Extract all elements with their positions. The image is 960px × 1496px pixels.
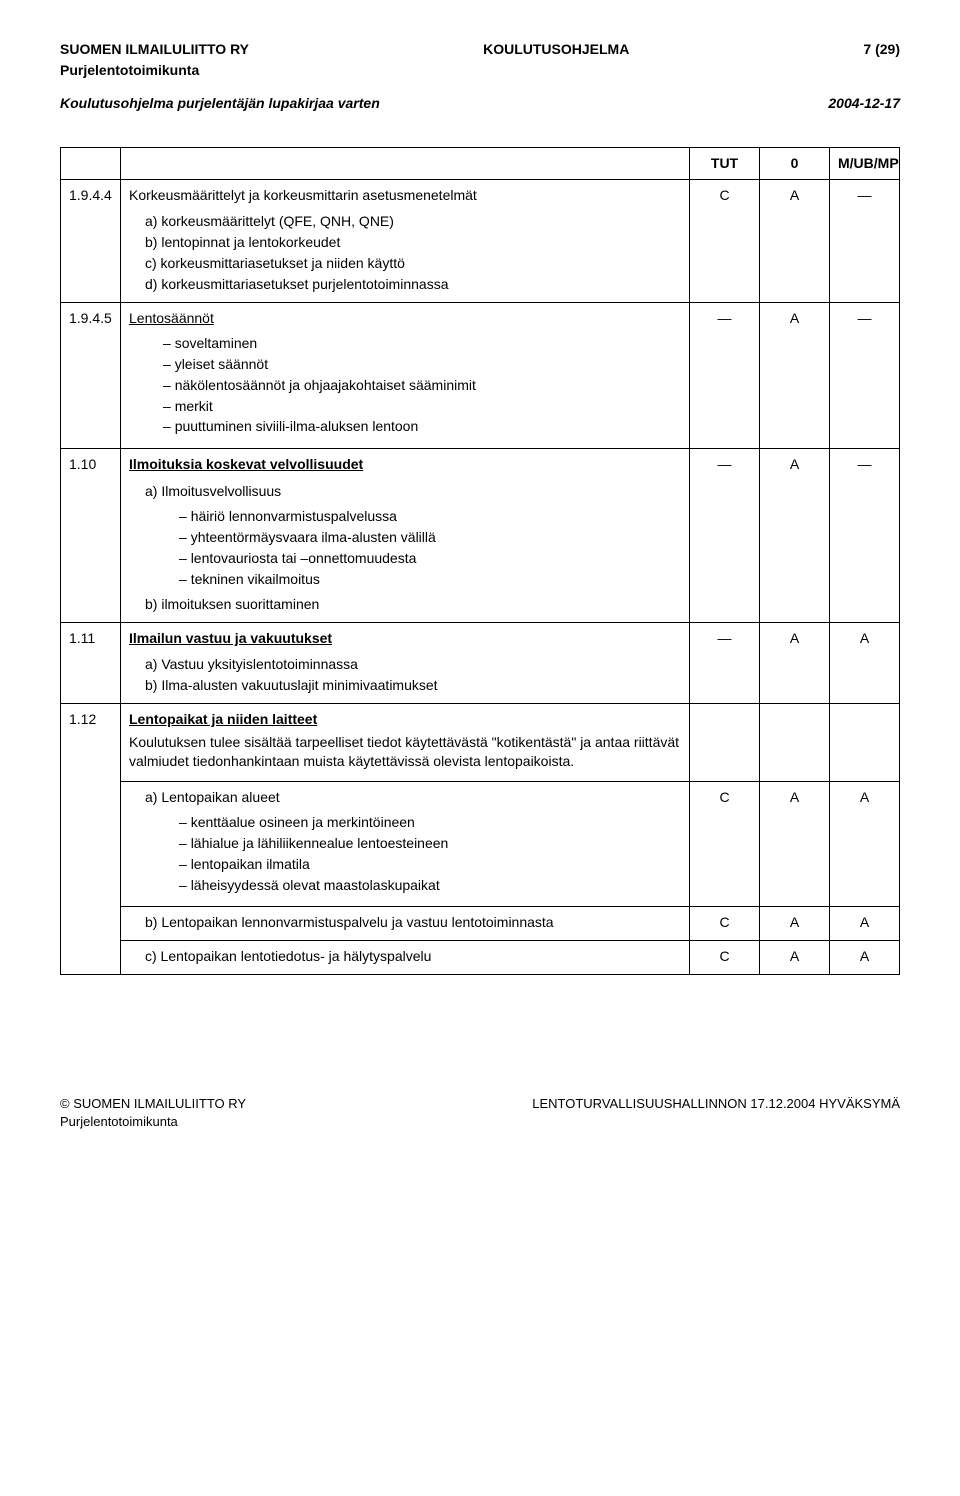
table-row: 1.9.4.5 Lentosäännöt soveltaminen yleise…	[61, 303, 900, 449]
bullet-item: soveltaminen	[163, 334, 681, 353]
bullet-list: kenttäalue osineen ja merkintöineen lähi…	[129, 813, 681, 895]
bullet-item: merkit	[163, 397, 681, 416]
cell-tut: —	[690, 303, 760, 449]
bullet-list: häiriö lennonvarmistuspalvelussa yhteent…	[129, 507, 681, 589]
row-title: Ilmailun vastuu ja vakuutukset	[129, 629, 681, 648]
cell-mubmp: A	[830, 622, 900, 704]
bullet-item: puuttuminen siviili-ilma-aluksen lentoon	[163, 417, 681, 436]
row-title: Lentosäännöt	[129, 309, 681, 328]
page-footer: © SUOMEN ILMAILULIITTO RY Purjelentotoim…	[60, 1095, 900, 1130]
row-num: 1.10	[61, 449, 121, 622]
page-ref: 7 (29)	[863, 40, 900, 59]
table-row: c) Lentopaikan lentotiedotus- ja hälytys…	[61, 941, 900, 975]
row-title: Lentopaikat ja niiden laitteet	[129, 710, 681, 729]
bullet-list: soveltaminen yleiset säännöt näkölentosä…	[129, 334, 681, 436]
cell-zero: A	[760, 941, 830, 975]
sub-a: a) korkeusmäärittelyt (QFE, QNH, QNE)	[145, 212, 681, 231]
cell-tut: —	[690, 449, 760, 622]
cell-zero: A	[760, 907, 830, 941]
cell-zero: A	[760, 303, 830, 449]
sub-c: c) Lentopaikan lentotiedotus- ja hälytys…	[145, 947, 681, 966]
row-num: 1.9.4.5	[61, 303, 121, 449]
cell-mubmp: —	[830, 449, 900, 622]
row-title: Ilmoituksia koskevat velvollisuudet	[129, 455, 681, 474]
bullet-item: häiriö lennonvarmistuspalvelussa	[179, 507, 681, 526]
table-row: a) Lentopaikan alueet kenttäalue osineen…	[61, 781, 900, 906]
bullet-item: lentovauriosta tai –onnettomuudesta	[179, 549, 681, 568]
row-num: 1.12	[61, 704, 121, 975]
row-paragraph: Koulutuksen tulee sisältää tarpeelliset …	[129, 733, 681, 771]
doc-date: 2004-12-17	[828, 94, 900, 113]
col-mubmp: M/UB/MP	[830, 147, 900, 179]
bullet-item: tekninen vikailmoitus	[179, 570, 681, 589]
footer-left-1: © SUOMEN ILMAILULIITTO RY	[60, 1095, 246, 1113]
table-row: b) Lentopaikan lennonvarmistuspalvelu ja…	[61, 907, 900, 941]
header-row: SUOMEN ILMAILULIITTO RY KOULUTUSOHJELMA …	[60, 40, 900, 59]
row-num: 1.11	[61, 622, 121, 704]
title-line: Koulutusohjelma purjelentäjän lupakirjaa…	[60, 94, 900, 113]
sub-b: b) lentopinnat ja lentokorkeudet	[145, 233, 681, 252]
cell-tut: —	[690, 622, 760, 704]
cell-zero: A	[760, 781, 830, 906]
bullet-item: näkölentosäännöt ja ohjaajakohtaiset sää…	[163, 376, 681, 395]
sub-b: b) ilmoituksen suorittaminen	[145, 595, 681, 614]
curriculum-table: TUT 0 M/UB/MP 1.9.4.4 Korkeusmäärittelyt…	[60, 147, 900, 976]
sub-a: a) Ilmoitusvelvollisuus	[145, 482, 681, 501]
table-header-row: TUT 0 M/UB/MP	[61, 147, 900, 179]
row-num: 1.9.4.4	[61, 179, 121, 302]
bullet-item: yhteentörmäysvaara ilma-alusten välillä	[179, 528, 681, 547]
sub-a: a) Lentopaikan alueet	[145, 788, 681, 807]
cell-mubmp: A	[830, 781, 900, 906]
bullet-item: kenttäalue osineen ja merkintöineen	[179, 813, 681, 832]
cell-tut: C	[690, 179, 760, 302]
cell-tut: C	[690, 907, 760, 941]
cell-mubmp: A	[830, 941, 900, 975]
cell-zero: A	[760, 622, 830, 704]
row-title: Korkeusmäärittelyt ja korkeusmittarin as…	[129, 186, 681, 205]
table-row: 1.11 Ilmailun vastuu ja vakuutukset a) V…	[61, 622, 900, 704]
cell-zero: A	[760, 449, 830, 622]
table-row: 1.12 Lentopaikat ja niiden laitteet Koul…	[61, 704, 900, 782]
doc-type: KOULUTUSOHJELMA	[483, 40, 629, 59]
bullet-item: läheisyydessä olevat maastolaskupaikat	[179, 876, 681, 895]
cell-mubmp: A	[830, 907, 900, 941]
bullet-item: lentopaikan ilmatila	[179, 855, 681, 874]
sub-c: c) korkeusmittariasetukset ja niiden käy…	[145, 254, 681, 273]
cell-zero: A	[760, 179, 830, 302]
footer-left-2: Purjelentotoimikunta	[60, 1113, 246, 1131]
cell-tut: C	[690, 781, 760, 906]
cell-tut: C	[690, 941, 760, 975]
bullet-item: yleiset säännöt	[163, 355, 681, 374]
org-name: SUOMEN ILMAILULIITTO RY	[60, 40, 249, 59]
table-row: 1.10 Ilmoituksia koskevat velvollisuudet…	[61, 449, 900, 622]
col-tut: TUT	[690, 147, 760, 179]
sub-a: a) Vastuu yksityislentotoiminnassa	[145, 655, 681, 674]
col-zero: 0	[760, 147, 830, 179]
sub-b: b) Ilma-alusten vakuutuslajit minimivaat…	[145, 676, 681, 695]
bullet-item: lähialue ja lähiliikennealue lentoestein…	[179, 834, 681, 853]
footer-right: LENTOTURVALLISUUSHALLINNON 17.12.2004 HY…	[532, 1095, 900, 1130]
table-row: 1.9.4.4 Korkeusmäärittelyt ja korkeusmit…	[61, 179, 900, 302]
cell-mubmp: —	[830, 179, 900, 302]
doc-title: Koulutusohjelma purjelentäjän lupakirjaa…	[60, 94, 380, 113]
sub-d: d) korkeusmittariasetukset purjelentotoi…	[145, 275, 681, 294]
cell-mubmp: —	[830, 303, 900, 449]
sub-b: b) Lentopaikan lennonvarmistuspalvelu ja…	[145, 913, 681, 932]
committee-name: Purjelentotoimikunta	[60, 61, 900, 80]
